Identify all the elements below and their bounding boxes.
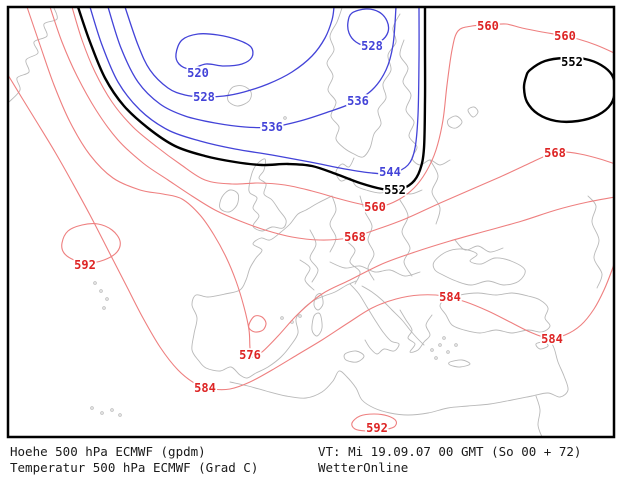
contour-label-592: 592	[366, 421, 388, 435]
contour-label-544: 544	[379, 165, 401, 179]
contour-label-560: 560	[477, 19, 499, 33]
weather-map-svg: 520 528 528 536 536 544 552 552 560 560 560 568 568 5…	[6, 5, 616, 439]
contour-label-584: 584	[439, 290, 461, 304]
contour-label-528: 528	[193, 90, 215, 104]
contour-label-536: 536	[347, 94, 369, 108]
contour-label-520: 520	[187, 66, 209, 80]
contour-label-568: 568	[344, 230, 366, 244]
contour-label-568: 568	[544, 146, 566, 160]
contour-label-536: 536	[261, 120, 283, 134]
weather-map: 520 528 528 536 536 544 552 552 560 560 560 568 568 5…	[6, 5, 616, 439]
contour-label-584: 584	[541, 332, 563, 346]
contour-label-576: 576	[239, 348, 261, 362]
footer-source: WetterOnline	[318, 460, 409, 475]
contour-label-528: 528	[361, 39, 383, 53]
footer-param-temperature: Temperatur 500 hPa ECMWF (Grad C)	[10, 460, 259, 475]
contour-label-552: 552	[384, 183, 406, 197]
contour-label-592: 592	[74, 258, 96, 272]
footer-param-height: Hoehe 500 hPa ECMWF (gpdm)	[10, 444, 206, 459]
contour-label-560: 560	[554, 29, 576, 43]
contour-label-560: 560	[364, 200, 386, 214]
contour-label-552: 552	[561, 55, 583, 69]
contour-label-584: 584	[194, 381, 216, 395]
footer-valid-time: VT: Mi 19.09.07 00 GMT (So 00 + 72)	[318, 444, 582, 459]
